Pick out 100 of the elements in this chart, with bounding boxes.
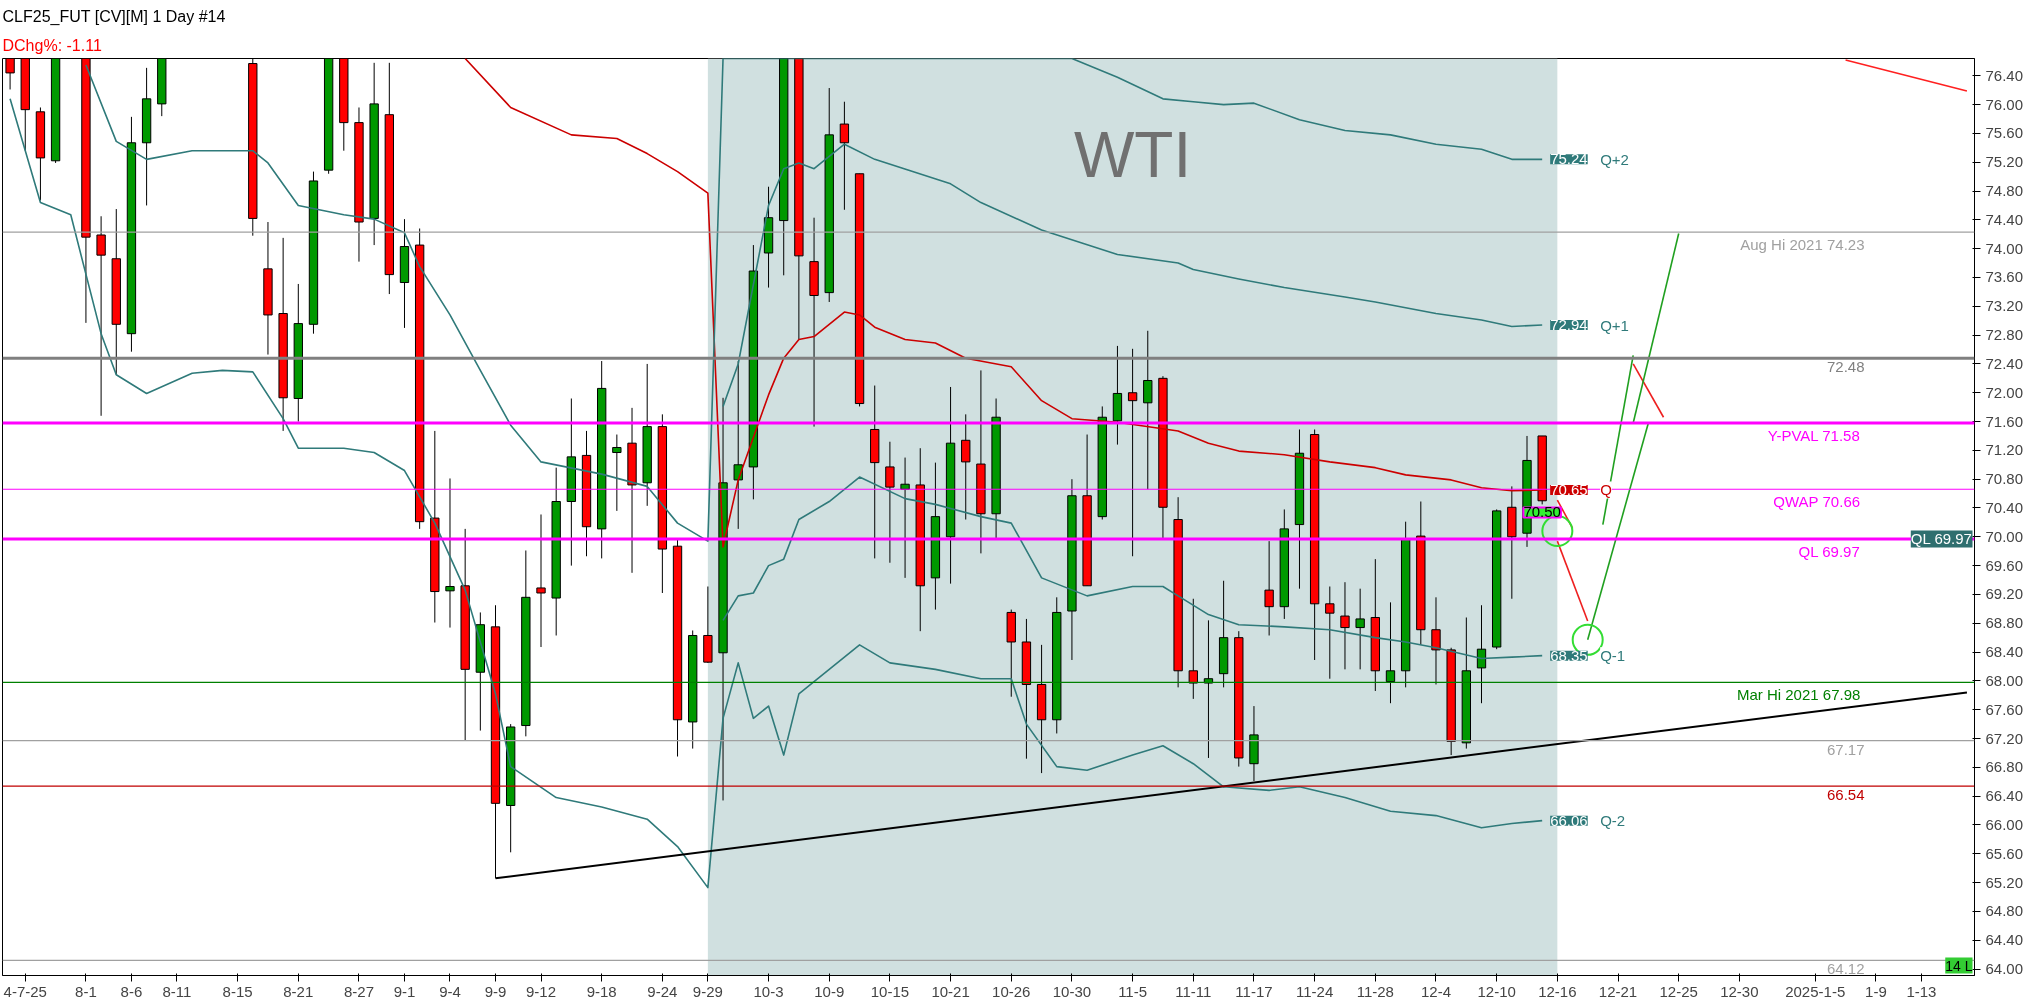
y-tick-label: 73.60 [1985, 268, 2024, 286]
ref-line-label: 72.48 [1826, 358, 1865, 376]
y-tick-label: 68.00 [1985, 671, 2024, 689]
x-tick-label: 2025-1-5 [1785, 982, 1846, 999]
y-tick-label: 70.80 [1985, 470, 2024, 488]
data-label: 70.65 [1550, 480, 1588, 498]
ref-line-label: QWAP 70.66 [1773, 493, 1861, 511]
x-tick-label: 4-7-25 [3, 982, 47, 999]
candlestick [612, 434, 622, 512]
y-tick-label: 72.00 [1985, 383, 2024, 401]
x-tick-label: 9-9 [484, 982, 507, 999]
annotation: 14 L [1945, 957, 1973, 974]
candlestick [1385, 601, 1396, 704]
y-tick-label: 74.00 [1985, 239, 2024, 257]
x-tick-label: 11-5 [1118, 982, 1148, 999]
legend-label: Q-2 [1600, 812, 1626, 830]
x-tick-label: 12-16 [1538, 982, 1577, 999]
x-tick-label: 11-11 [1175, 982, 1212, 999]
legend-label: Q+2 [1600, 150, 1629, 168]
x-tick-label: 11-28 [1356, 982, 1394, 999]
x-tick-label: 9-4 [439, 982, 461, 999]
data-label: 72.94 [1550, 316, 1588, 334]
chart-title: CLF25_FUT [CV][M] 1 Day #14 [2, 7, 226, 26]
x-tick-label: 10-15 [870, 982, 910, 999]
y-tick-label: 64.80 [1985, 902, 2024, 920]
candlestick [5, 58, 15, 90]
x-tick-label: 12-21 [1598, 982, 1638, 999]
legend-label: Q+1 [1600, 316, 1629, 334]
ref-line-label: Mar Hi 2021 67.98 [1736, 686, 1861, 704]
candlestick [445, 477, 455, 629]
y-tick-label: 66.40 [1985, 787, 2024, 805]
x-tick-label: 10-30 [1052, 982, 1092, 999]
y-tick-label: 64.40 [1985, 931, 2024, 949]
x-tick-label: 12-25 [1659, 982, 1698, 999]
legend-label: Q-1 [1600, 647, 1626, 665]
candlestick [1431, 596, 1441, 685]
candlestick [1188, 598, 1198, 700]
y-tick-label: 68.80 [1985, 614, 2024, 632]
x-tick-label: 9-1 [393, 982, 416, 999]
y-tick-label: 71.60 [1985, 412, 2024, 430]
candlestick [1325, 586, 1335, 680]
y-tick-label: 66.00 [1985, 815, 2024, 833]
x-tick-label: 9-24 [647, 982, 678, 999]
legend-label: Q [1600, 481, 1612, 499]
y-tick-label: 76.00 [1985, 95, 2024, 113]
annotation: WTI [1073, 118, 1192, 191]
y-tick-label: 70.00 [1985, 527, 2024, 545]
y-tick-label: 70.40 [1985, 499, 2024, 516]
y-tick-label: 74.40 [1985, 210, 2024, 228]
ref-line-label: QL 69.97 [1798, 542, 1860, 560]
y-tick-label: 75.20 [1985, 153, 2024, 171]
data-label: 75.24 [1550, 150, 1588, 168]
candlestick [839, 101, 850, 211]
ref-line-label: Aug Hi 2021 74.23 [1740, 236, 1865, 254]
ref-line-label: 66.54 [1826, 786, 1865, 804]
y-tick-label: 69.60 [1985, 556, 2024, 574]
ref-line-label: 64.12 [1826, 960, 1865, 978]
y-tick-label: 67.20 [1985, 729, 2024, 747]
x-tick-label: 12-10 [1477, 982, 1516, 999]
x-tick-label: 12-30 [1720, 982, 1759, 999]
x-tick-label: 8-27 [343, 982, 374, 999]
y-tick-label: 66.80 [1985, 758, 2024, 776]
y-tick-label: 68.40 [1985, 643, 2024, 661]
y-tick-label: 71.20 [1985, 441, 2024, 459]
x-tick-label: 11-24 [1296, 982, 1334, 999]
x-tick-label: 8-15 [222, 982, 253, 999]
candlestick [1264, 540, 1274, 636]
candlestick [1355, 588, 1365, 670]
candlestick [1127, 348, 1138, 557]
data-label: 66.06 [1550, 811, 1588, 829]
x-tick-label: 9-29 [692, 982, 723, 999]
x-tick-label: 8-11 [162, 982, 192, 999]
x-tick-label: 10-21 [931, 982, 970, 999]
candlestick [885, 441, 895, 564]
annotation: QL 69.97 [1910, 530, 1972, 548]
candlestick [96, 215, 106, 417]
y-tick-label: 73.20 [1985, 297, 2024, 315]
y-tick-label: 76.40 [1985, 66, 2024, 84]
candlestick [536, 513, 546, 648]
candlestick [900, 457, 910, 579]
x-tick-label: 9-18 [586, 982, 617, 999]
y-tick-label: 72.80 [1985, 326, 2024, 344]
candlestick [961, 413, 971, 521]
x-tick-label: 9-12 [526, 982, 557, 999]
x-tick-label: 1-9 [1865, 982, 1887, 999]
chart-subtitle: DChg%: -1.11 [2, 36, 102, 54]
y-tick-label: 72.40 [1985, 354, 2024, 372]
data-label: 68.35 [1550, 646, 1588, 664]
x-tick-label: 8-1 [75, 982, 97, 999]
x-tick-label: 12-4 [1420, 982, 1452, 999]
x-tick-label: 8-21 [283, 982, 314, 999]
x-tick-label: 10-9 [814, 982, 845, 999]
x-tick-label: 10-26 [992, 982, 1031, 999]
y-tick-label: 69.20 [1985, 585, 2024, 603]
y-tick-label: 65.20 [1985, 873, 2024, 891]
y-tick-label: 65.60 [1985, 844, 2024, 862]
x-tick-label: 11-17 [1235, 982, 1273, 999]
x-tick-label: 1-13 [1906, 982, 1937, 999]
ref-line-label: Y-PVAL 71.58 [1767, 426, 1860, 444]
x-tick-label: 10-3 [753, 982, 784, 999]
